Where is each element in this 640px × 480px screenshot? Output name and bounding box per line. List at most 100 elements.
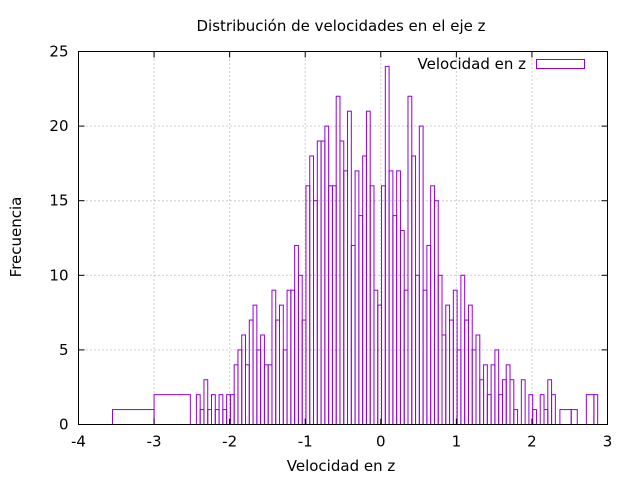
y-tick-label: 20 [49, 117, 68, 135]
histogram-bar [433, 200, 439, 425]
histogram-bar [396, 170, 401, 425]
histogram-bar [498, 394, 503, 426]
histogram-bar [218, 394, 224, 426]
histogram-bar [328, 185, 333, 425]
histogram-bar [347, 110, 352, 426]
histogram-bars [112, 65, 599, 426]
histogram-bar [422, 289, 428, 425]
histogram-bar [369, 185, 375, 425]
histogram-bar [486, 394, 492, 426]
histogram-bar [316, 140, 322, 426]
histogram-bar [233, 364, 239, 426]
histogram-bar [384, 65, 390, 425]
x-tick-label: -4 [71, 433, 86, 451]
histogram-bar [532, 409, 537, 425]
histogram-bar [539, 394, 545, 426]
histogram-bar [411, 155, 417, 425]
x-tick-labels: -4 -3 -2 -1 0 1 2 3 [71, 433, 612, 451]
histogram-bar [365, 110, 371, 426]
histogram-bar [199, 409, 205, 425]
histogram-bar [320, 140, 326, 426]
histogram-bar [399, 230, 405, 425]
legend-swatch [536, 59, 585, 69]
histogram-bar [464, 319, 469, 425]
histogram-bar [290, 289, 296, 425]
histogram-bar [286, 289, 292, 425]
histogram-bar [305, 185, 311, 425]
x-tick-label: -2 [222, 433, 237, 451]
histogram-bar [343, 170, 349, 425]
histogram-bar [501, 379, 507, 425]
histogram-bar [494, 349, 500, 425]
histogram-bar [505, 364, 511, 426]
histogram-bar [112, 409, 155, 425]
histogram-bar [313, 200, 318, 425]
histogram-bar [520, 379, 526, 425]
gridlines [78, 51, 608, 425]
histogram-bar [373, 289, 379, 425]
histogram-bar [456, 349, 462, 425]
y-tick-label: 25 [49, 43, 68, 61]
histogram-bar [509, 379, 515, 425]
histogram-bar [279, 304, 284, 426]
histogram-bar [211, 394, 216, 426]
histogram-bar [471, 349, 477, 425]
histogram-bar [263, 364, 269, 426]
histogram-bar [271, 289, 277, 425]
histogram-bar [490, 364, 496, 426]
legend-label: Velocidad en z [418, 55, 527, 73]
x-tick-label: 0 [376, 433, 386, 451]
histogram-bar [570, 409, 578, 425]
histogram-bar [241, 334, 247, 426]
y-tick-label: 5 [59, 341, 69, 359]
histogram-bar [267, 364, 273, 426]
x-tick-label: -1 [298, 433, 313, 451]
histogram-bar [153, 394, 191, 426]
histogram-bar [381, 185, 386, 425]
histogram-bar [593, 394, 599, 426]
histogram-bar [445, 304, 451, 426]
y-tick-label: 15 [49, 192, 68, 210]
histogram-bar [377, 304, 383, 426]
histogram-bar [256, 349, 262, 425]
plot-frame [78, 51, 608, 425]
histogram-bar [282, 349, 288, 425]
histogram-bar [354, 170, 360, 425]
histogram-bar [543, 409, 549, 425]
histogram-bar [203, 379, 209, 425]
histogram-bar [483, 364, 488, 426]
histogram-bar [214, 409, 220, 425]
chart-title: Distribución de velocidades en el eje z [196, 17, 485, 35]
histogram-bar [407, 95, 413, 425]
histogram-bar [479, 379, 485, 425]
histogram-bar [551, 394, 556, 426]
histogram-bar [403, 289, 409, 425]
x-axis-label: Velocidad en z [287, 457, 396, 475]
y-tick-label: 0 [59, 416, 69, 434]
x-tick-label: 3 [603, 433, 613, 451]
histogram-bar [513, 409, 519, 425]
histogram-bar [222, 409, 228, 425]
histogram-bar [294, 244, 299, 425]
histogram-bar [547, 379, 553, 425]
y-tick-label: 10 [49, 266, 68, 284]
histogram-bar [430, 185, 435, 425]
histogram-bar [467, 304, 473, 426]
legend: Velocidad en z [418, 55, 585, 73]
x-tick-label: 1 [452, 433, 462, 451]
histogram-bar [350, 244, 356, 425]
histogram-bar [585, 394, 595, 426]
histogram-bar [252, 304, 258, 426]
histogram-bar [335, 95, 341, 425]
histogram-bar [426, 244, 432, 425]
histogram-bar [309, 155, 315, 425]
x-tick-label: 2 [527, 433, 537, 451]
histogram-bar [207, 409, 213, 425]
histogram-bar [475, 334, 481, 426]
histogram-bar [358, 215, 364, 425]
histogram-bar [260, 334, 265, 426]
histogram-bar [441, 334, 447, 426]
histogram-bar [388, 170, 394, 425]
histogram-bar [245, 364, 250, 426]
histogram-bar [229, 394, 235, 426]
